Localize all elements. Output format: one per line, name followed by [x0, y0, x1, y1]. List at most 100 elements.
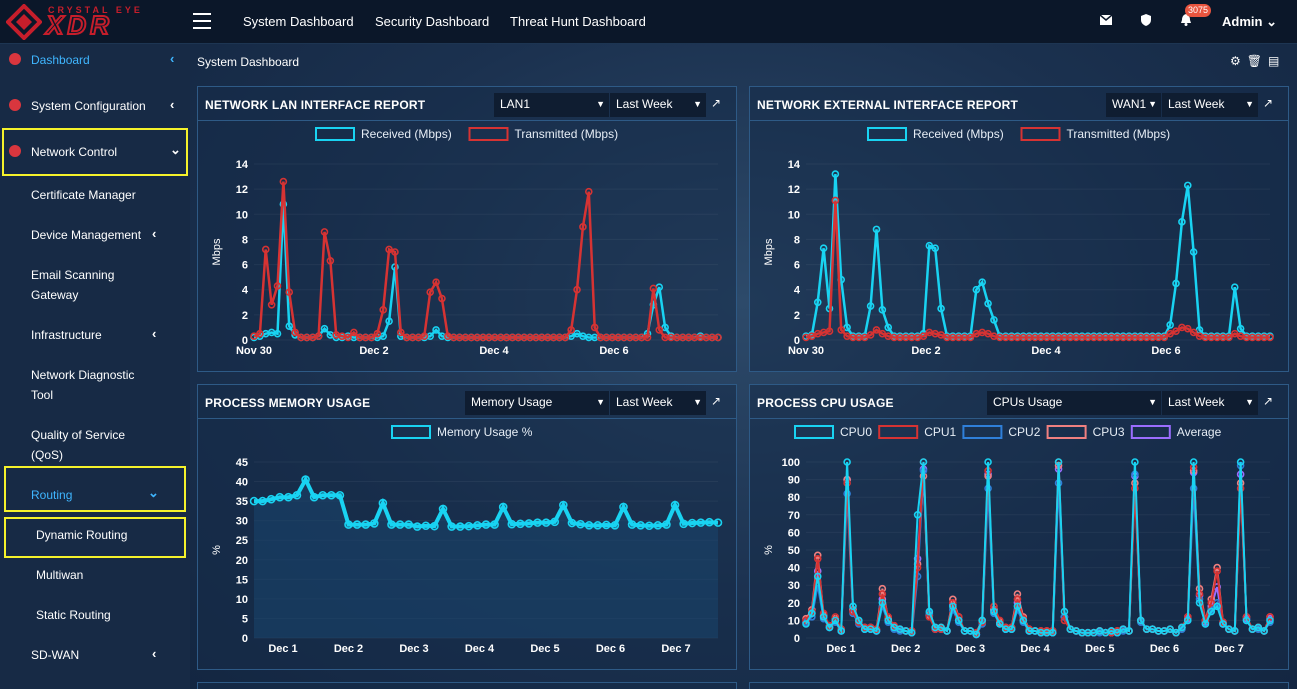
x-tick-label: Nov 30: [788, 345, 824, 357]
sidebar-item-label: Infrastructure: [31, 328, 102, 342]
interface-select[interactable]: LAN1 ▼: [494, 93, 609, 117]
data-point: [884, 616, 893, 625]
data-point: [261, 245, 270, 254]
sidebar-item-device-management[interactable]: Device Management ‹: [0, 226, 190, 246]
data-point: [1219, 620, 1227, 628]
data-point: [1236, 324, 1245, 333]
data-point: [872, 225, 881, 234]
data-point: [843, 323, 851, 332]
panel-next-left: [197, 682, 737, 689]
book-icon[interactable]: ▤: [1268, 54, 1286, 68]
legend-swatch: [962, 425, 1003, 439]
cpu-chart: CPU0 CPU1 CPU2 CPU3 Average 0 10 20 30 40 50 60 70 80…: [763, 425, 1274, 655]
nav-security-dashboard[interactable]: Security Dashboard: [375, 14, 490, 29]
data-point: [404, 520, 413, 529]
legend-label: Transmitted (Mbps): [1067, 127, 1171, 141]
sidebar-item-network-control[interactable]: Network Control ⌄: [0, 142, 190, 163]
data-point: [250, 332, 258, 341]
y-tick-label: 12: [236, 184, 248, 196]
data-point: [713, 518, 723, 527]
data-point: [937, 304, 945, 313]
data-point: [369, 519, 379, 528]
sidebar-item-routing[interactable]: Routing ⌄: [0, 485, 190, 506]
mail-icon[interactable]: [1100, 15, 1112, 25]
gear-icon[interactable]: ⚙: [1230, 54, 1247, 68]
y-tick-label: 6: [794, 260, 800, 272]
trash-icon[interactable]: 🗑: [1246, 54, 1268, 68]
lan-chart: Received (Mbps) Transmitted (Mbps) 0 2 4 6 8 10…: [211, 127, 722, 357]
y-tick-label: 30: [788, 580, 800, 592]
range-select[interactable]: Last Week ▼: [610, 93, 706, 117]
sidebar-item-infrastructure[interactable]: Infrastructure ‹: [0, 326, 190, 346]
range-select[interactable]: Last Week ▼: [1162, 93, 1258, 117]
select-value: Last Week: [1168, 97, 1225, 111]
data-point: [1213, 563, 1221, 572]
sidebar-item-label: Routing: [31, 488, 73, 502]
y-tick-label: 15: [236, 574, 248, 586]
metric-select[interactable]: Memory Usage ▼: [465, 391, 609, 415]
range-select[interactable]: Last Week ▼: [1162, 391, 1258, 415]
external-link-icon[interactable]: ↗: [711, 394, 722, 408]
data-point: [636, 521, 645, 530]
data-point: [878, 599, 887, 607]
x-tick-label: Dec 4: [1020, 643, 1050, 655]
data-point: [481, 520, 491, 529]
caret-down-icon: ▼: [1245, 397, 1254, 407]
data-point: [584, 521, 594, 530]
y-tick-label: 0: [794, 633, 800, 645]
data-point: [524, 519, 534, 528]
sidebar-item-label: Device Management: [31, 228, 142, 242]
x-tick-label: Dec 3: [956, 643, 985, 655]
shield-icon[interactable]: [1141, 14, 1151, 26]
caret-down-icon: ▼: [596, 99, 605, 109]
y-tick-label: 2: [242, 310, 248, 322]
external-link-icon[interactable]: ↗: [1263, 96, 1274, 110]
data-point: [590, 323, 599, 332]
brand-logo[interactable]: CRYSTAL EYE XDR: [0, 0, 190, 44]
external-link-icon[interactable]: ↗: [1263, 394, 1274, 408]
data-point: [490, 520, 499, 529]
page-toolbar: ⚙🗑▤: [1230, 54, 1285, 68]
data-point: [516, 519, 525, 529]
sidebar-item-dashboard[interactable]: Dashboard ‹: [0, 51, 190, 71]
series-line: [805, 461, 1271, 636]
top-bar: CRYSTAL EYE XDR System Dashboard Securit…: [0, 0, 1297, 44]
sidebar-item-label: Quality of Service: [31, 428, 126, 442]
sidebar-item-system-configuration[interactable]: System Configuration ‹: [0, 97, 190, 117]
data-point: [1242, 616, 1251, 625]
data-point: [473, 521, 482, 530]
external-link-icon[interactable]: ↗: [711, 96, 722, 110]
data-point: [1213, 602, 1221, 611]
highlight-box: [4, 466, 186, 512]
y-tick-label: 4: [242, 285, 249, 297]
nav-threat-hunt-dashboard[interactable]: Threat Hunt Dashboard: [510, 14, 646, 29]
data-point: [1230, 627, 1239, 635]
caret-down-icon: ▼: [693, 99, 702, 109]
y-tick-label: 0: [794, 335, 800, 347]
data-point: [937, 331, 945, 339]
data-point: [1189, 248, 1198, 256]
data-point: [412, 522, 422, 531]
data-point: [573, 329, 581, 338]
nav-system-dashboard[interactable]: System Dashboard: [243, 14, 354, 29]
y-tick-label: 10: [788, 209, 800, 221]
chevron-left-icon: ‹: [152, 326, 157, 341]
data-point: [653, 521, 663, 530]
user-name: Admin: [1222, 14, 1263, 29]
data-point: [1166, 321, 1174, 329]
legend-label: Memory Usage %: [437, 425, 533, 439]
legend-swatch: [391, 425, 431, 439]
data-point: [464, 521, 474, 531]
notification-badge: 3075: [1185, 4, 1212, 17]
metric-select[interactable]: CPUs Usage ▼: [987, 391, 1161, 415]
legend-label: CPU1: [924, 425, 956, 439]
sidebar-item-label: Dashboard: [31, 53, 90, 67]
data-point: [1019, 616, 1028, 625]
chevron-left-icon: ‹: [152, 646, 157, 661]
interface-select[interactable]: WAN1 ▼: [1106, 93, 1161, 117]
chevron-down-icon: ⌄: [1266, 14, 1277, 29]
sidebar-item-sd-wan[interactable]: SD-WAN ‹: [0, 646, 190, 666]
menu-toggle-icon[interactable]: [193, 13, 211, 29]
range-select[interactable]: Last Week ▼: [610, 391, 706, 415]
user-menu[interactable]: Admin ⌄: [1222, 14, 1277, 30]
